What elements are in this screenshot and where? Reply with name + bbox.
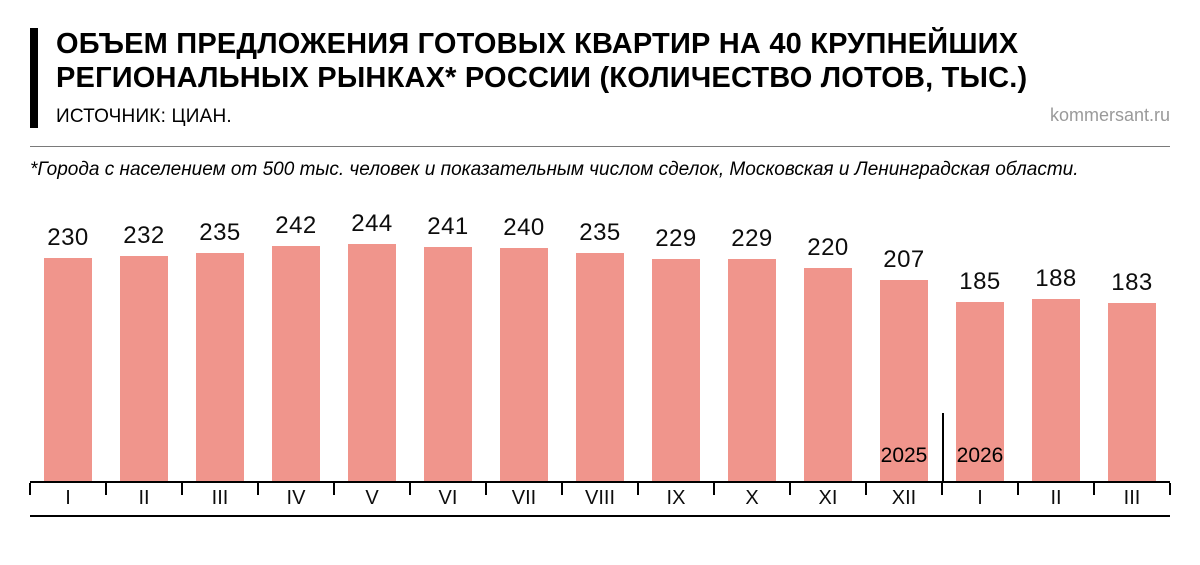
bar-group: 241 [410, 213, 486, 481]
bar [424, 246, 472, 481]
axis-tick-label: XI [789, 482, 866, 515]
bar-group: 235 [182, 219, 258, 481]
bar-value-label: 235 [199, 219, 241, 247]
year-separator-line [942, 412, 944, 481]
bar [196, 252, 244, 481]
axis-tick-label: VI [409, 482, 486, 515]
bar-value-label: 188 [1035, 265, 1077, 293]
bar-group: 235 [562, 219, 638, 481]
bar-value-label: 220 [807, 234, 849, 262]
year-label: 2026 [956, 443, 1004, 467]
axis-tick-label: IX [637, 482, 714, 515]
brand-link[interactable]: kommersant.ru [1049, 104, 1170, 125]
bar-value-label: 232 [123, 222, 165, 250]
axis-tick [1017, 482, 1019, 495]
bar [272, 245, 320, 481]
axis-tick-label: I [29, 482, 106, 515]
axis-tick [29, 482, 31, 495]
page-title-line1: ОБЪЕМ ПРЕДЛОЖЕНИЯ ГОТОВЫХ КВАРТИР НА 40 … [56, 28, 1019, 60]
bar-value-label: 207 [883, 246, 925, 274]
bar [44, 257, 92, 481]
axis-tick-label: I [941, 482, 1018, 515]
axis-row: I II III IV V VI VII VIII IX X XI XII I II III [29, 480, 1171, 517]
page-title-line2: РЕГИОНАЛЬНЫХ РЫНКАХ* РОССИИ (КОЛИЧЕСТВО … [56, 61, 1028, 94]
year-label: 2025 [880, 443, 928, 467]
axis-tick [865, 482, 867, 495]
axis-tick-label: IV [257, 482, 334, 515]
bar-group: 229 [638, 225, 714, 481]
plot-area: 230 232 235 242 244 241 240 235 229 229 220 207 2025… [30, 209, 1170, 481]
bar-group: 242 [258, 212, 334, 481]
bar [1032, 298, 1080, 481]
bar [652, 258, 700, 481]
footnote: *Города с населением от 500 тыс. человек… [30, 158, 1079, 180]
bar [728, 258, 776, 481]
bar-group: 207 2025 [866, 246, 942, 481]
header-divider [30, 145, 1170, 147]
bar-group: 188 [1018, 265, 1094, 481]
bar-value-label: 242 [275, 212, 317, 240]
axis-tick [941, 482, 943, 495]
axis-tick-label: II [105, 482, 182, 515]
bar-value-label: 185 [959, 268, 1001, 296]
bar-group: 232 [106, 222, 182, 481]
axis-tick-label: III [1093, 482, 1171, 515]
bar [1108, 302, 1156, 481]
axis-tick [409, 482, 411, 495]
bar-value-label: 240 [503, 214, 545, 242]
axis-tick-label: VII [485, 482, 562, 515]
bar [804, 267, 852, 481]
axis-tick-label: X [713, 482, 790, 515]
bar [500, 247, 548, 481]
bar-group: 183 [1094, 269, 1170, 481]
bar-value-label: 235 [579, 219, 621, 247]
axis-tick-label: II [1017, 482, 1094, 515]
axis-tick [105, 482, 107, 495]
bar [348, 243, 396, 481]
bar-value-label: 229 [731, 225, 773, 253]
bar-group: 220 [790, 234, 866, 481]
axis-tick [713, 482, 715, 495]
axis-tick [485, 482, 487, 495]
bar-group: 240 [486, 214, 562, 481]
axis-tick-label: VIII [561, 482, 638, 515]
axis-tick [1093, 482, 1095, 495]
bar-value-label: 241 [427, 213, 469, 241]
axis-tick [637, 482, 639, 495]
bar-value-label: 183 [1111, 269, 1153, 297]
axis-tick [789, 482, 791, 495]
axis-tick [561, 482, 563, 495]
axis-tick [181, 482, 183, 495]
bar-value-label: 230 [47, 224, 89, 252]
bar [120, 255, 168, 481]
bar-chart: 230 232 235 242 244 241 240 235 229 229 220 207 2025… [29, 209, 1171, 517]
axis-tick-label: XII [865, 482, 942, 515]
axis-tick-label: III [181, 482, 258, 515]
bar-group: 244 [334, 210, 410, 481]
bar-group: 230 [30, 224, 106, 481]
bar [576, 252, 624, 481]
axis-tick [1169, 482, 1171, 495]
bar-group: 229 [714, 225, 790, 481]
source-label: ИСТОЧНИК: ЦИАН. [56, 105, 232, 127]
bar: 2026 [956, 301, 1004, 481]
bar-group: 185 2026 [942, 268, 1018, 481]
axis-tick-label: V [333, 482, 410, 515]
bar: 2025 [880, 279, 928, 481]
axis-tick [333, 482, 335, 495]
axis-tick [257, 482, 259, 495]
header: ОБЪЕМ ПРЕДЛОЖЕНИЯ ГОТОВЫХ КВАРТИР НА 40 … [30, 28, 1170, 128]
bar-value-label: 244 [351, 210, 393, 238]
bar-value-label: 229 [655, 225, 697, 253]
